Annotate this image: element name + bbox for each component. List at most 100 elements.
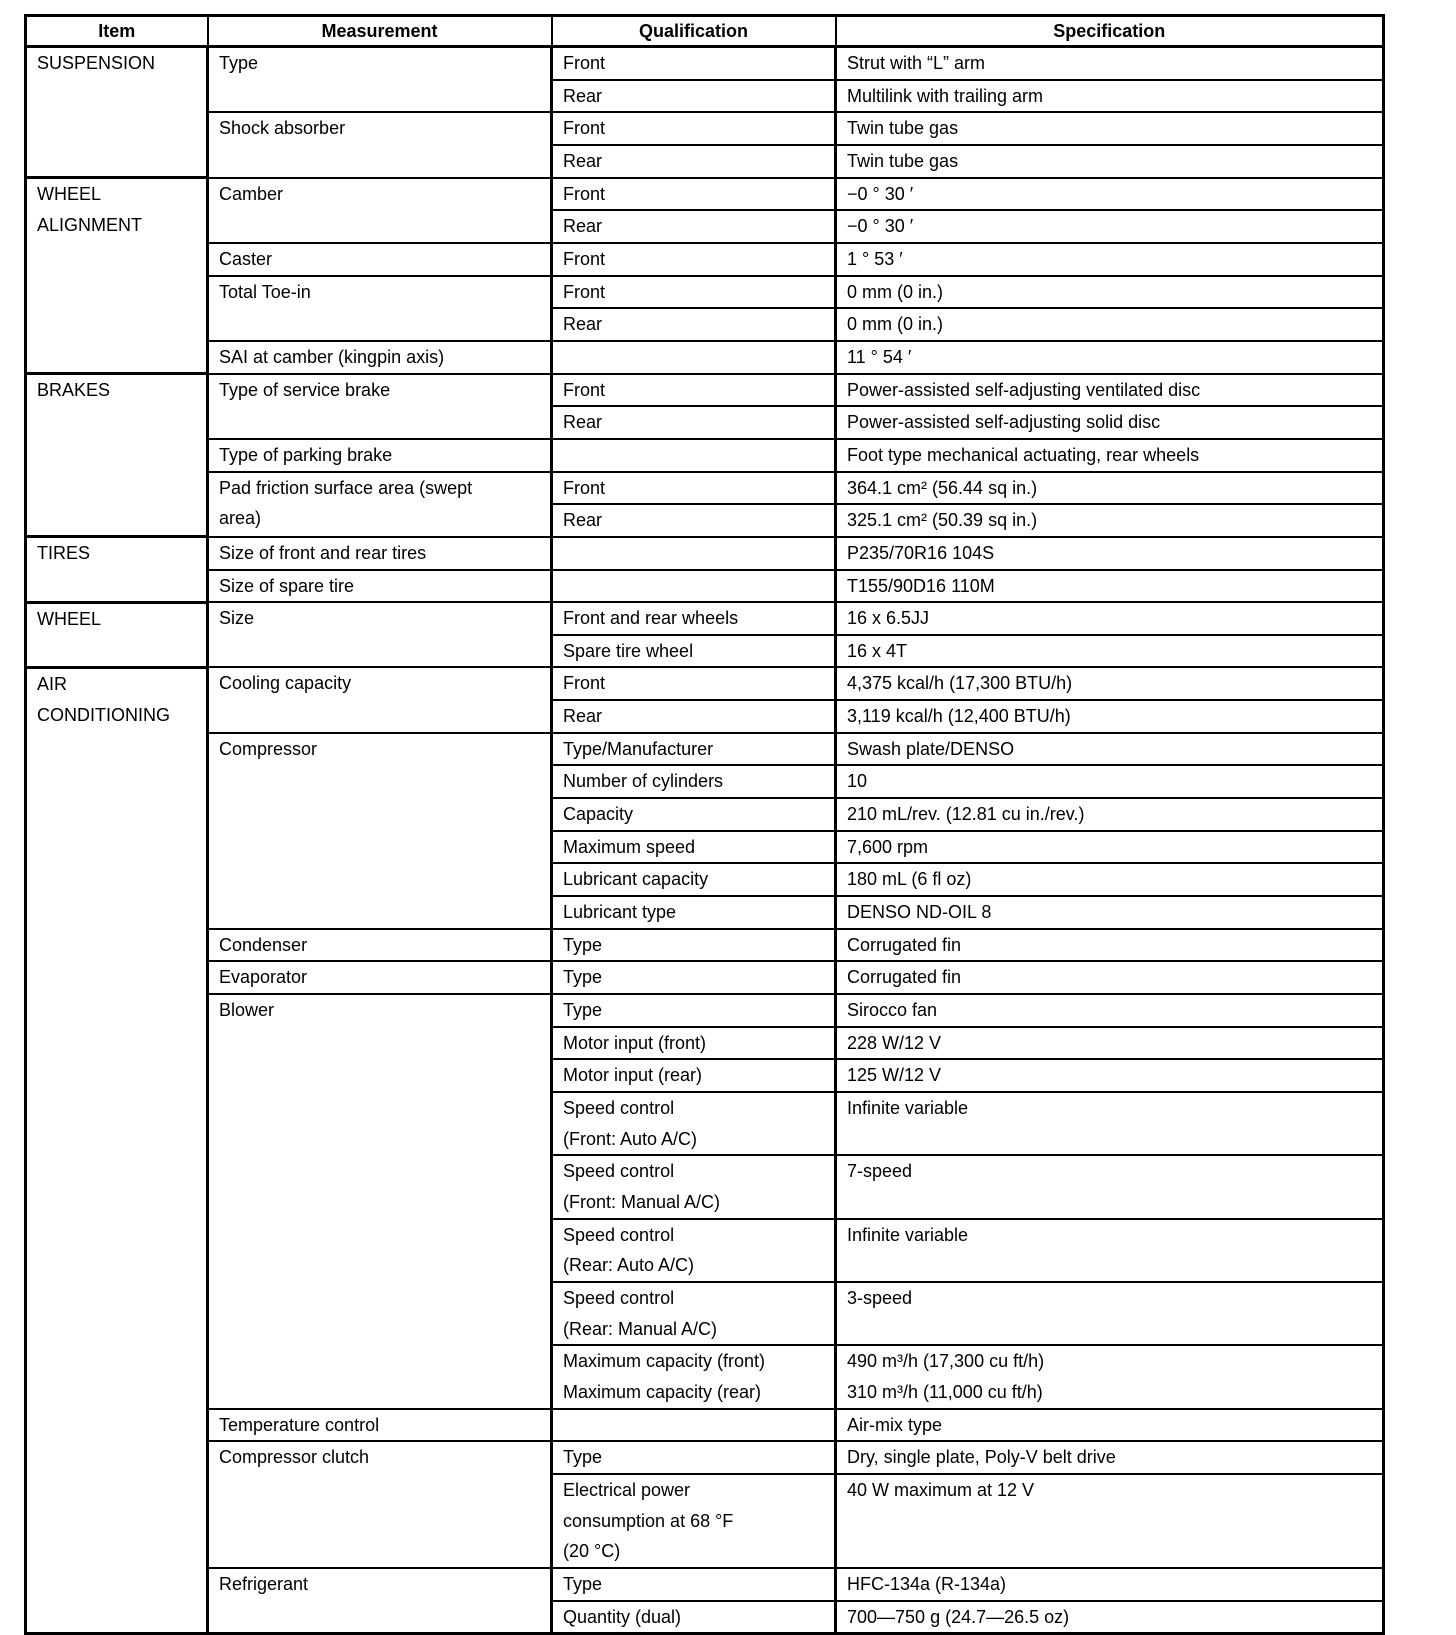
specification-cell: P235/70R16 104S bbox=[834, 535, 1385, 571]
table-row: Compressor Type/Manufacturer Swash plate/D… bbox=[26, 731, 1385, 930]
measurement-cell: Pad friction surface area (swept area) bbox=[206, 470, 553, 538]
specification-cell: Twin tube gas bbox=[834, 111, 1385, 146]
measurement-cell: Cooling capacity bbox=[206, 666, 553, 734]
measurement-cell: Total Toe-in bbox=[206, 274, 553, 342]
table-row: Motor input (rear) 125 W/12 V bbox=[26, 1058, 1385, 1093]
specification-cell: 0 mm (0 in.) bbox=[834, 274, 1385, 310]
measurement-cell: Compressor clutch bbox=[206, 1440, 553, 1569]
table-row: Speed control (Front: Manual A/C) 7-speed bbox=[26, 1154, 1385, 1220]
qualification-cell: Rear bbox=[550, 143, 837, 179]
qualification-cell: Speed control (Rear: Auto A/C) bbox=[550, 1217, 837, 1283]
specification-cell: 16 x 4T bbox=[834, 633, 1385, 669]
qualification-cell: Front bbox=[550, 241, 837, 277]
table-row: Type of parking brake Foot type mechanica… bbox=[26, 437, 1385, 473]
qualification-cell: Front bbox=[550, 470, 837, 506]
measurement-cell: Size bbox=[206, 601, 553, 669]
specification-cell: 7-speed bbox=[834, 1154, 1385, 1220]
specification-cell: −0 ° 30 ′ bbox=[834, 176, 1385, 212]
specification-cell: 210 mL/rev. (12.81 cu in./rev.) bbox=[834, 797, 1385, 832]
qualification-cell: Number of cylinders bbox=[550, 764, 837, 800]
specification-cell: HFC-134a (R-134a) bbox=[834, 1566, 1385, 1602]
item-cell: TIRES bbox=[24, 535, 209, 604]
specification-cell: 1 ° 53 ′ bbox=[834, 241, 1385, 277]
table-row: Rear Twin tube gas bbox=[26, 143, 1385, 179]
specification-cell: 40 W maximum at 12 V bbox=[834, 1472, 1385, 1569]
measurement-cell: SAI at camber (kingpin axis) bbox=[206, 339, 553, 375]
qualification-cell: Type bbox=[550, 1440, 837, 1475]
table-row: SAI at camber (kingpin axis) 11 ° 54 ′ bbox=[26, 339, 1385, 375]
qualification-cell: Rear bbox=[550, 307, 837, 342]
qualification-cell: Speed control (Rear: Manual A/C) bbox=[550, 1280, 837, 1347]
specification-cell: Air-mix type bbox=[834, 1407, 1385, 1443]
table-row: Refrigerant Type HFC-134a (R-134a) bbox=[26, 1566, 1385, 1635]
measurement-cell: Condenser bbox=[206, 927, 553, 963]
qualification-cell: Motor input (rear) bbox=[550, 1058, 837, 1093]
table-row: Pad friction surface area (swept area) Fr… bbox=[26, 470, 1385, 538]
specification-cell: Dry, single plate, Poly-V belt drive bbox=[834, 1440, 1385, 1475]
qualification-cell: Lubricant capacity bbox=[550, 862, 837, 898]
specification-cell: Infinite variable bbox=[834, 1217, 1385, 1283]
qualification-cell bbox=[550, 339, 837, 375]
specification-cell: Power-assisted self-adjusting ventilated… bbox=[834, 372, 1385, 408]
specification-cell: Twin tube gas bbox=[834, 143, 1385, 179]
table-row: Rear 0 mm (0 in.) bbox=[26, 307, 1385, 342]
measurement-cell: Blower bbox=[206, 993, 553, 1410]
measurement-cell: Size of front and rear tires bbox=[206, 535, 553, 571]
qualification-cell: Front bbox=[550, 45, 837, 81]
specification-cell: −0 ° 30 ′ bbox=[834, 209, 1385, 244]
specification-cell: Strut with “L” arm bbox=[834, 45, 1385, 81]
header-row: Item Measurement Qualification Specifica… bbox=[24, 14, 1385, 48]
qualification-cell: Rear bbox=[550, 405, 837, 440]
specification-cell: Foot type mechanical actuating, rear whe… bbox=[834, 437, 1385, 473]
qualification-cell: Type bbox=[550, 927, 837, 963]
table-row: Total Toe-in Front 0 mm (0 in.) bbox=[26, 274, 1385, 342]
table-row: Rear Power-assisted self-adjusting solid … bbox=[26, 405, 1385, 440]
specification-cell: Sirocco fan bbox=[834, 993, 1385, 1028]
qualification-cell: Front and rear wheels bbox=[550, 601, 837, 636]
table-row: Rear −0 ° 30 ′ bbox=[26, 209, 1385, 244]
header-item: Item bbox=[24, 14, 209, 48]
measurement-cell: Evaporator bbox=[206, 960, 553, 996]
item-cell: AIR CONDITIONING bbox=[24, 666, 209, 1635]
header-measurement: Measurement bbox=[206, 14, 553, 48]
specification-cell: 228 W/12 V bbox=[834, 1025, 1385, 1061]
table-row: BRAKES Type of service brake Front Power-as… bbox=[24, 372, 1385, 539]
qualification-cell: Motor input (front) bbox=[550, 1025, 837, 1061]
table-row: WHEEL Size Front and rear wheels 16 x 6.5JJ bbox=[24, 601, 1385, 669]
qualification-cell: Capacity bbox=[550, 797, 837, 832]
qualification-cell: Rear bbox=[550, 503, 837, 538]
table-row: Lubricant capacity 180 mL (6 fl oz) bbox=[26, 862, 1385, 898]
table-row: Speed control (Front: Auto A/C) Infinite … bbox=[26, 1090, 1385, 1157]
measurement-cell: Temperature control bbox=[206, 1407, 553, 1443]
table-row: WHEEL ALIGNMENT Camber Front −0 ° 30 ′ bbox=[24, 176, 1385, 376]
qualification-cell: Speed control (Front: Auto A/C) bbox=[550, 1090, 837, 1157]
specification-cell: Multilink with trailing arm bbox=[834, 78, 1385, 114]
qualification-cell: Rear bbox=[550, 78, 837, 114]
specification-cell: 3-speed bbox=[834, 1280, 1385, 1347]
qualification-cell: Type bbox=[550, 1566, 837, 1602]
qualification-cell: Type bbox=[550, 960, 837, 996]
specification-cell: DENSO ND-OIL 8 bbox=[834, 895, 1385, 930]
table-row: Size of spare tire T155/90D16 110M bbox=[26, 568, 1385, 604]
qualification-cell: Front bbox=[550, 372, 837, 408]
table-row: Spare tire wheel 16 x 4T bbox=[26, 633, 1385, 669]
measurement-cell: Size of spare tire bbox=[206, 568, 553, 604]
table-row: Electrical power consumption at 68 °F (2… bbox=[26, 1472, 1385, 1569]
qualification-cell bbox=[550, 437, 837, 473]
header-qualification: Qualification bbox=[550, 14, 837, 48]
table-row: Caster Front 1 ° 53 ′ bbox=[26, 241, 1385, 277]
specification-cell: 11 ° 54 ′ bbox=[834, 339, 1385, 375]
table-row: SUSPENSION Type Front Strut with “L” arm bbox=[24, 45, 1385, 180]
table-row: Capacity 210 mL/rev. (12.81 cu in./rev.) bbox=[26, 797, 1385, 832]
measurement-cell: Compressor bbox=[206, 731, 553, 930]
specification-cell: 700—750 g (24.7—26.5 oz) bbox=[834, 1599, 1385, 1635]
table-row: Temperature control Air-mix type bbox=[26, 1407, 1385, 1443]
specification-cell: 364.1 cm² (56.44 sq in.) bbox=[834, 470, 1385, 506]
qualification-cell: Front bbox=[550, 666, 837, 702]
table-row: Blower Type Sirocco fan bbox=[26, 993, 1385, 1410]
measurement-cell: Caster bbox=[206, 241, 553, 277]
specification-cell: 325.1 cm² (50.39 sq in.) bbox=[834, 503, 1385, 538]
table-row: Shock absorber Front Twin tube gas bbox=[26, 111, 1385, 179]
qualification-cell: Front bbox=[550, 111, 837, 146]
qualification-cell bbox=[550, 1407, 837, 1443]
